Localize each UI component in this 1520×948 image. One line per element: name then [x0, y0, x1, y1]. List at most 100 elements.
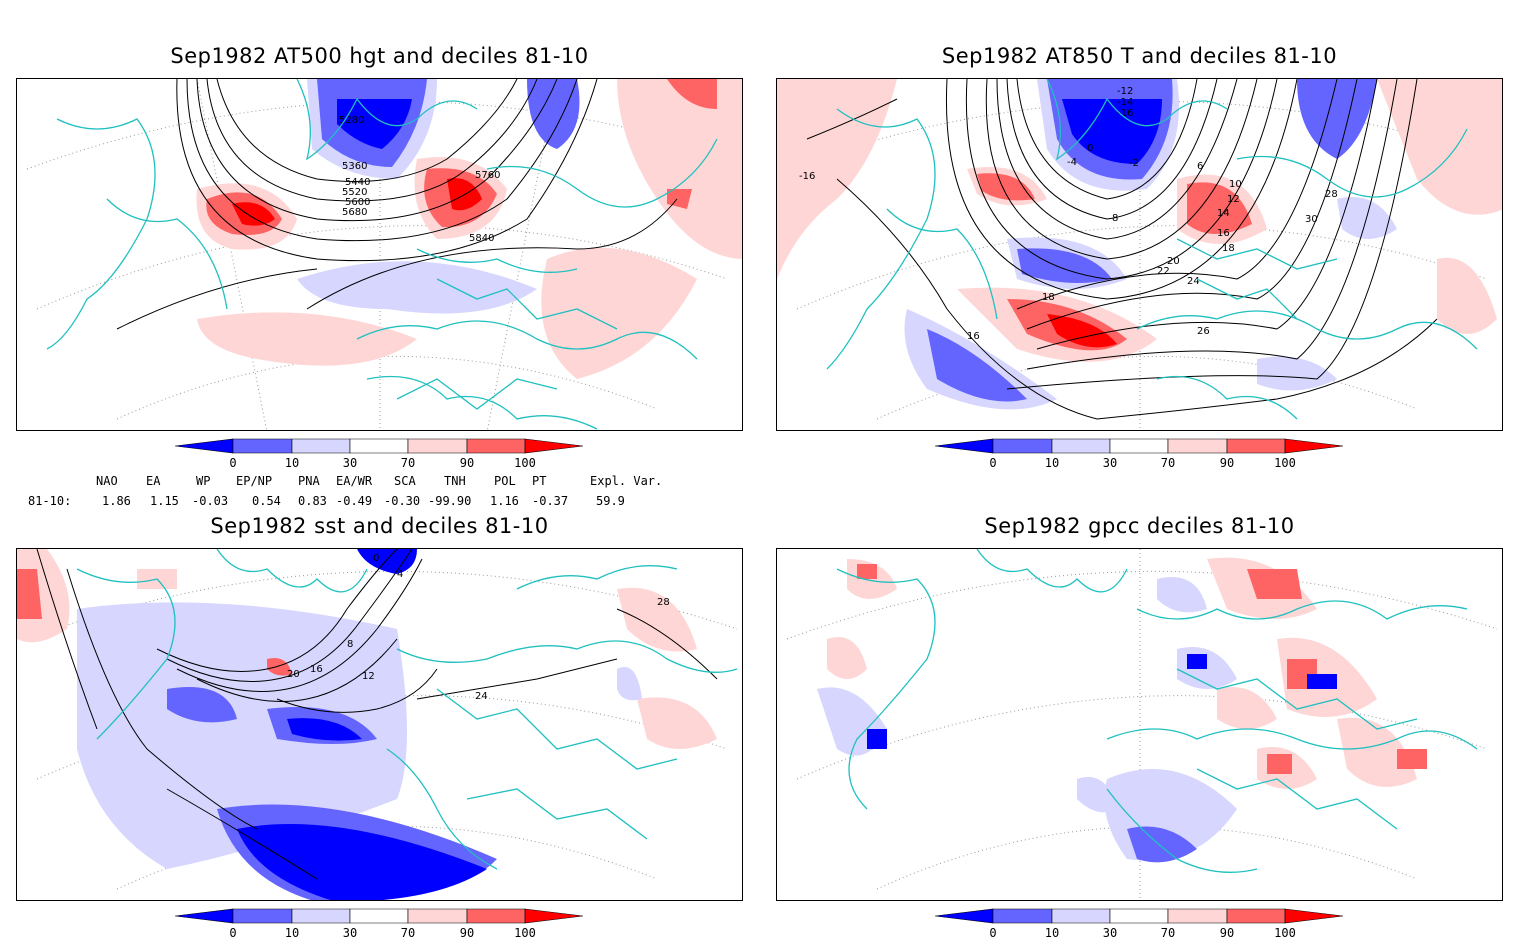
contour-label: 16	[310, 664, 323, 675]
row-label: 81-10:	[28, 494, 72, 508]
index-header: Expl. Var.	[590, 474, 663, 488]
panel-title-sst: Sep1982 sst and deciles 81-10	[210, 514, 549, 538]
contour-label: 26	[1197, 326, 1210, 337]
map-hgt500: 5280 5360 5440 5520 5600 5680 5760 5840	[16, 78, 743, 431]
index-header: EP/NP	[236, 474, 273, 488]
colorbar-t850: 0 10 30 70 90 100	[934, 438, 1355, 478]
colorbar-segment	[992, 908, 1053, 924]
contour-label: 6	[1197, 161, 1203, 172]
contour-label: 5760	[475, 170, 500, 181]
contour-label: 22	[1157, 266, 1170, 277]
index-value: 0.54	[252, 494, 281, 508]
panel-title-hgt500: Sep1982 AT500 hgt and deciles 81-10	[170, 44, 589, 68]
contour-label: 5440	[345, 177, 370, 188]
index-value: -0.30	[384, 494, 421, 508]
contour-label: 18	[1042, 292, 1055, 303]
colorbar-tick-label: 0	[989, 926, 997, 940]
contour-label: 16	[1217, 228, 1230, 239]
coastlines-t850	[826, 79, 1478, 420]
contour-label: 4	[397, 569, 403, 580]
colorbar-segment	[1226, 438, 1286, 454]
colorbar-tick-label: 30	[1102, 456, 1118, 470]
index-value: 1.86	[102, 494, 131, 508]
colorbar-tick-label: 90	[459, 926, 475, 940]
panel-title-t850: Sep1982 AT850 T and deciles 81-10	[941, 44, 1338, 68]
map-t850: -12 -14 -16 -4 0 -2 6 8 10 12 14 16 18 2…	[776, 78, 1503, 431]
contour-label: 5840	[469, 233, 494, 244]
colorbar-tick-label: 0	[229, 926, 237, 940]
coastlines-gpcc	[836, 549, 1478, 873]
contour-label: 24	[1187, 276, 1200, 287]
index-value: 59.9	[596, 494, 625, 508]
colorbar-segment	[1051, 908, 1111, 924]
colorbar-tick-label: 100	[514, 926, 536, 940]
contour-label: 28	[1325, 189, 1338, 200]
contour-label: 5520	[342, 187, 367, 198]
index-value: 0.83	[298, 494, 327, 508]
colorbar-segment	[1226, 908, 1286, 924]
contour-label: 16	[967, 331, 980, 342]
contour-label: -16	[1117, 108, 1133, 119]
colorbar-tick-label: 100	[1274, 456, 1296, 470]
index-value: -99.90	[428, 494, 472, 508]
colorbar-tick-label: 100	[514, 456, 536, 470]
colorbar-segment	[407, 908, 468, 924]
index-value: -0.03	[192, 494, 229, 508]
index-header: EA/WR	[336, 474, 373, 488]
map-gpcc	[776, 548, 1503, 901]
index-header: TNH	[444, 474, 466, 488]
colorbar-tick-label: 10	[1044, 456, 1060, 470]
colorbar-segment	[1167, 908, 1228, 924]
colorbar-segment	[1167, 438, 1228, 454]
colorbar-tick-label: 10	[284, 456, 300, 470]
colorbar-tick-label: 90	[1219, 456, 1235, 470]
colorbar-segment	[1284, 438, 1344, 454]
coastlines-hgt500	[46, 79, 718, 430]
colorbar-segment	[992, 438, 1053, 454]
contour-label: 10	[1229, 179, 1242, 190]
index-value: 1.16	[490, 494, 519, 508]
colorbar-tick-label: 100	[1274, 926, 1296, 940]
coastlines-sst	[76, 549, 738, 870]
contour-label: 30	[1305, 214, 1318, 225]
colorbar-segment	[1284, 908, 1344, 924]
contour-label: 12	[362, 671, 375, 682]
contour-label: 20	[1167, 256, 1180, 267]
index-header: NAO	[96, 474, 118, 488]
contour-label: 5280	[339, 115, 364, 126]
index-value: -0.37	[532, 494, 569, 508]
contour-label: 18	[1222, 243, 1235, 254]
deciles-shading-t850	[777, 79, 1502, 410]
colorbar-tick-label: 30	[342, 926, 358, 940]
colorbar-segment	[934, 438, 994, 454]
deciles-shading-sst	[17, 549, 717, 900]
index-header: PNA	[298, 474, 320, 488]
index-value: -0.49	[336, 494, 373, 508]
colorbar-hgt500: 0 10 30 70 90 100	[174, 438, 595, 478]
colorbar-swatches	[174, 908, 584, 924]
colorbar-segment	[349, 438, 409, 454]
contour-label: -4	[1067, 157, 1077, 168]
colorbar-tick-label: 70	[1160, 456, 1176, 470]
contour-label: 5600	[345, 197, 370, 208]
index-value: 1.15	[150, 494, 179, 508]
colorbar-segment	[466, 438, 526, 454]
colorbar-tick-label: 90	[459, 456, 475, 470]
colorbar-swatches	[174, 438, 584, 454]
contour-labels-hgt500: 5280 5360 5440 5520 5600 5680 5760 5840	[339, 115, 500, 244]
deciles-shading-hgt500	[196, 79, 742, 379]
colorbar-segment	[291, 438, 351, 454]
contour-label: 20	[287, 669, 300, 680]
index-header: POL	[494, 474, 516, 488]
contour-label: 12	[1227, 194, 1240, 205]
deciles-shading-gpcc	[817, 557, 1427, 863]
contour-label: 0	[373, 553, 379, 564]
colorbar-tick-label: 10	[1044, 926, 1060, 940]
contour-label: 8	[1112, 213, 1118, 224]
map-gpcc-canvas	[786, 549, 1498, 900]
map-hgt500-canvas: 5280 5360 5440 5520 5600 5680 5760 5840	[17, 79, 742, 430]
colorbar-segment	[934, 908, 994, 924]
contour-labels-sst: 0 4 8 12 16 20 24 28	[287, 553, 670, 702]
map-sst: 0 4 8 12 16 20 24 28	[16, 548, 743, 901]
contour-label: -2	[1129, 158, 1139, 169]
